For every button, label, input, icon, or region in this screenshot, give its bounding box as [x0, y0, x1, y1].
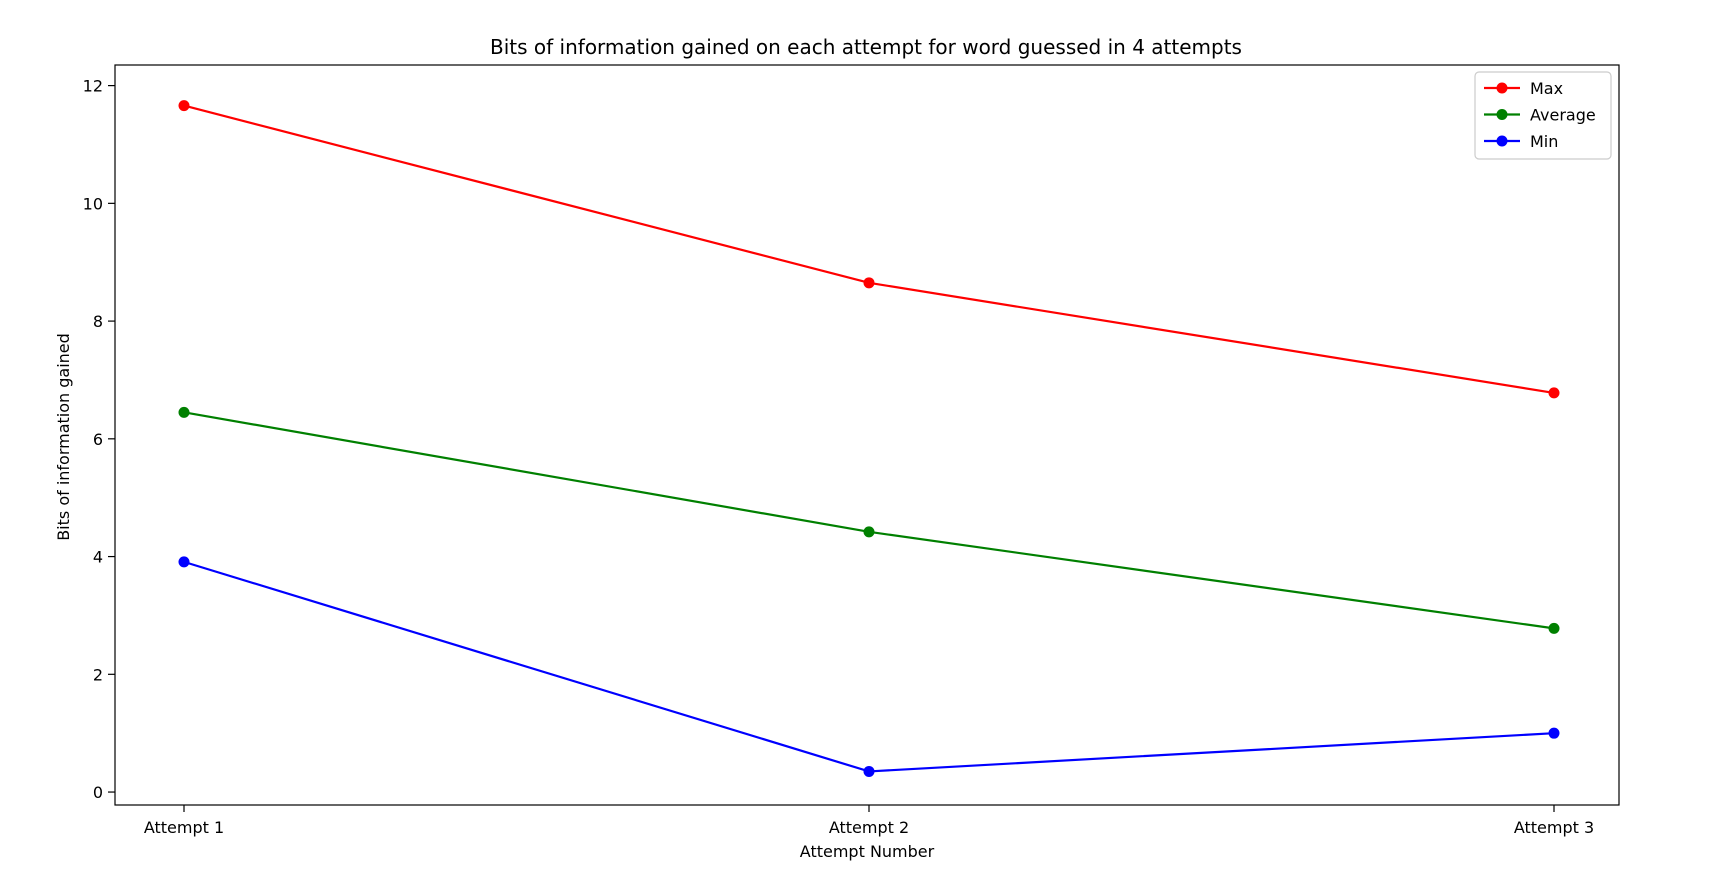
series-line-min [183, 560, 1555, 773]
y-tick-label: 2 [93, 665, 103, 684]
legend-label-average: Average [1530, 106, 1596, 125]
data-point-min [1548, 727, 1560, 739]
data-point-min [178, 556, 190, 568]
chart-title: Bits of information gained on each attem… [490, 35, 1242, 59]
data-point-max [1548, 387, 1560, 399]
y-tick-label: 10 [83, 194, 103, 213]
data-point-max [863, 277, 875, 289]
legend-box [1474, 71, 1612, 160]
x-tick-label: Attempt 3 [1514, 818, 1594, 837]
x-axis-label: Attempt Number [800, 842, 935, 861]
x-tick-label: Attempt 2 [829, 818, 909, 837]
legend-marker-min [1496, 135, 1508, 147]
legend-label-max: Max [1530, 79, 1563, 98]
x-tick-label: Attempt 1 [144, 818, 224, 837]
legend-marker-max [1496, 82, 1508, 94]
y-tick-label: 6 [93, 430, 103, 449]
plot-area-frame [114, 64, 1620, 806]
y-tick-label: 0 [93, 783, 103, 802]
series-line-average [183, 411, 1555, 630]
legend: Max Average Min [1474, 71, 1612, 160]
legend-marker-average [1496, 109, 1508, 120]
data-point-average [178, 406, 190, 418]
y-tick-label: 12 [83, 77, 103, 96]
data-point-max [178, 100, 190, 112]
data-point-average [863, 526, 875, 538]
series-line-max [183, 104, 1555, 394]
x-axis: Attempt 1 Attempt 2 Attempt 3 [144, 805, 1594, 837]
series-group [178, 100, 1560, 777]
data-point-average [1548, 622, 1560, 634]
y-axis: 0 2 4 6 8 10 12 [83, 77, 115, 802]
legend-label-min: Min [1530, 132, 1558, 151]
data-point-min [863, 765, 875, 777]
y-tick-label: 8 [93, 312, 103, 331]
y-tick-label: 4 [93, 548, 103, 567]
y-axis-label: Bits of information gained [54, 333, 73, 541]
